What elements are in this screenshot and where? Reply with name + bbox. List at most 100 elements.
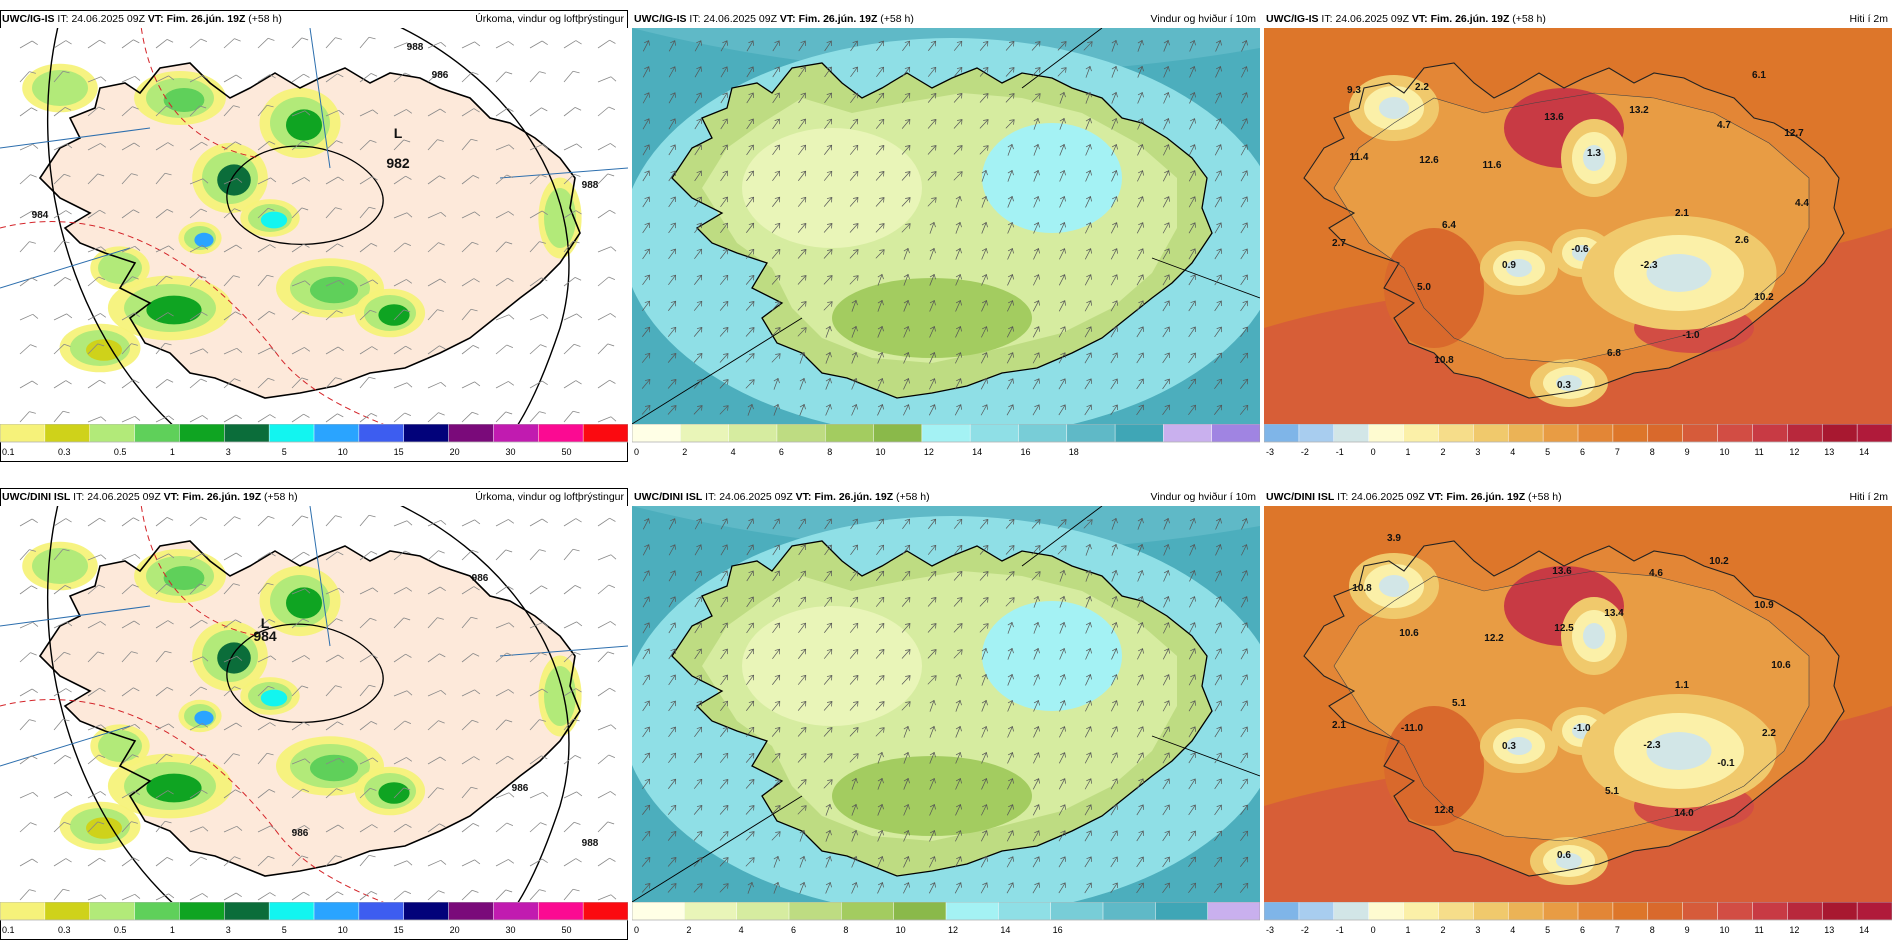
wind-barb [223, 892, 242, 901]
colorbar-swatch [1403, 902, 1440, 921]
wind-barb [461, 175, 480, 185]
wind-barb [495, 381, 515, 389]
wind-barb [189, 38, 208, 49]
wind-barb [359, 617, 377, 629]
wind-arrow [875, 675, 885, 685]
wind-barb [19, 210, 38, 219]
wind-barb [257, 177, 277, 185]
wind-barb [597, 76, 617, 83]
wind-arrow [746, 92, 754, 104]
wind-barb [19, 107, 38, 117]
wind-barb [53, 210, 72, 219]
wind-arrow [1007, 778, 1014, 790]
wind-barb [597, 173, 615, 185]
wind-arrow [1240, 830, 1248, 842]
wind-arrow [1188, 196, 1196, 208]
colorbar-tick-label: 0.3 [58, 925, 71, 935]
wind-arrow [1111, 170, 1118, 182]
wind-barb [529, 241, 546, 253]
wind-arrow [642, 300, 650, 312]
colorbar-tick-label: 3 [226, 925, 231, 935]
wind-arrow [1240, 196, 1248, 208]
graticule-line [632, 506, 1260, 902]
wind-barb [291, 685, 309, 697]
wind-barb [53, 313, 73, 321]
wind-arrow [1110, 300, 1118, 312]
wind-barb [393, 72, 412, 83]
wind-arrow [955, 777, 962, 790]
colorbar-tick-label: 1 [1406, 447, 1411, 457]
wind-arrow [901, 570, 911, 581]
wind-arrow [719, 883, 729, 893]
wind-barb [563, 518, 582, 527]
wind-barb [121, 343, 138, 355]
wind-barb [461, 278, 480, 287]
wind-barb [495, 174, 514, 185]
graticule-line [309, 506, 331, 647]
wind-barb [87, 517, 106, 527]
vt-value: Fim. 26.jún. 19Z [814, 491, 894, 503]
colorbar-swatch [788, 902, 843, 921]
wind-barb [325, 654, 344, 663]
wind-arrow [693, 405, 703, 415]
wind-barb [257, 892, 276, 901]
wind-arrow [798, 170, 807, 181]
colorbar-swatch [1018, 424, 1068, 443]
wind-arrow [772, 544, 780, 556]
wind-arrow [851, 829, 858, 842]
map-value-label: 1.3 [1587, 148, 1601, 159]
wind-arrow [746, 570, 754, 582]
wind-barb [87, 554, 107, 561]
wind-barb [19, 652, 37, 663]
wind-barb [155, 105, 173, 117]
wind-barb [291, 243, 310, 253]
wind-barb [597, 416, 617, 423]
wind-barb [87, 173, 105, 185]
wind-barb [393, 109, 413, 117]
wind-barb [393, 212, 413, 219]
wind-arrow [1032, 352, 1040, 364]
map-value-label: 5.0 [1417, 282, 1431, 293]
wind-arrow [927, 570, 937, 581]
colorbar-swatch [1066, 424, 1116, 443]
wind-arrow [849, 727, 859, 737]
colorbar-swatch [680, 424, 730, 443]
it-value: 24.06.2025 09Z [87, 491, 161, 503]
wind-barb [563, 858, 582, 867]
wind-arrow [953, 93, 963, 103]
map-value-label: 5.1 [1452, 698, 1466, 709]
temperature-zone [1379, 97, 1409, 119]
wind-arrow [745, 779, 755, 789]
vt-value: Fim. 26.jún. 19Z [166, 13, 246, 25]
precip-area [259, 565, 341, 637]
wind-arrow [1136, 300, 1144, 312]
it-label: IT: [1321, 13, 1333, 25]
wind-barb [87, 416, 107, 423]
wind-barb [393, 520, 413, 527]
wind-arrow [850, 118, 859, 129]
wind-barb [223, 655, 243, 663]
wind-barb [495, 144, 515, 151]
isobar [46, 506, 173, 902]
map-value-label: 9.3 [1347, 85, 1361, 96]
wind-arrow [979, 93, 989, 103]
wind-barb [189, 245, 209, 253]
panel-title: Vindur og hviður í 10m [1150, 491, 1256, 503]
map-value-label: 986 [472, 573, 489, 584]
wind-arrow [668, 196, 676, 208]
wind-barb [257, 274, 274, 287]
wind-barb [529, 719, 546, 731]
wind-barb [529, 755, 548, 765]
temperature-zone [1379, 575, 1409, 597]
wind-barb [393, 550, 412, 561]
wind-arrow [903, 751, 910, 764]
wind-barb [291, 551, 310, 561]
wind-arrow [850, 544, 858, 556]
wind-arrow [1188, 300, 1196, 312]
wind-barb [19, 719, 36, 731]
wind-barb [495, 277, 514, 287]
wind-barb [495, 889, 513, 901]
wind-arrow [1188, 648, 1196, 660]
wind-barb [563, 651, 581, 663]
map-value-label: -11.0 [1401, 723, 1424, 734]
